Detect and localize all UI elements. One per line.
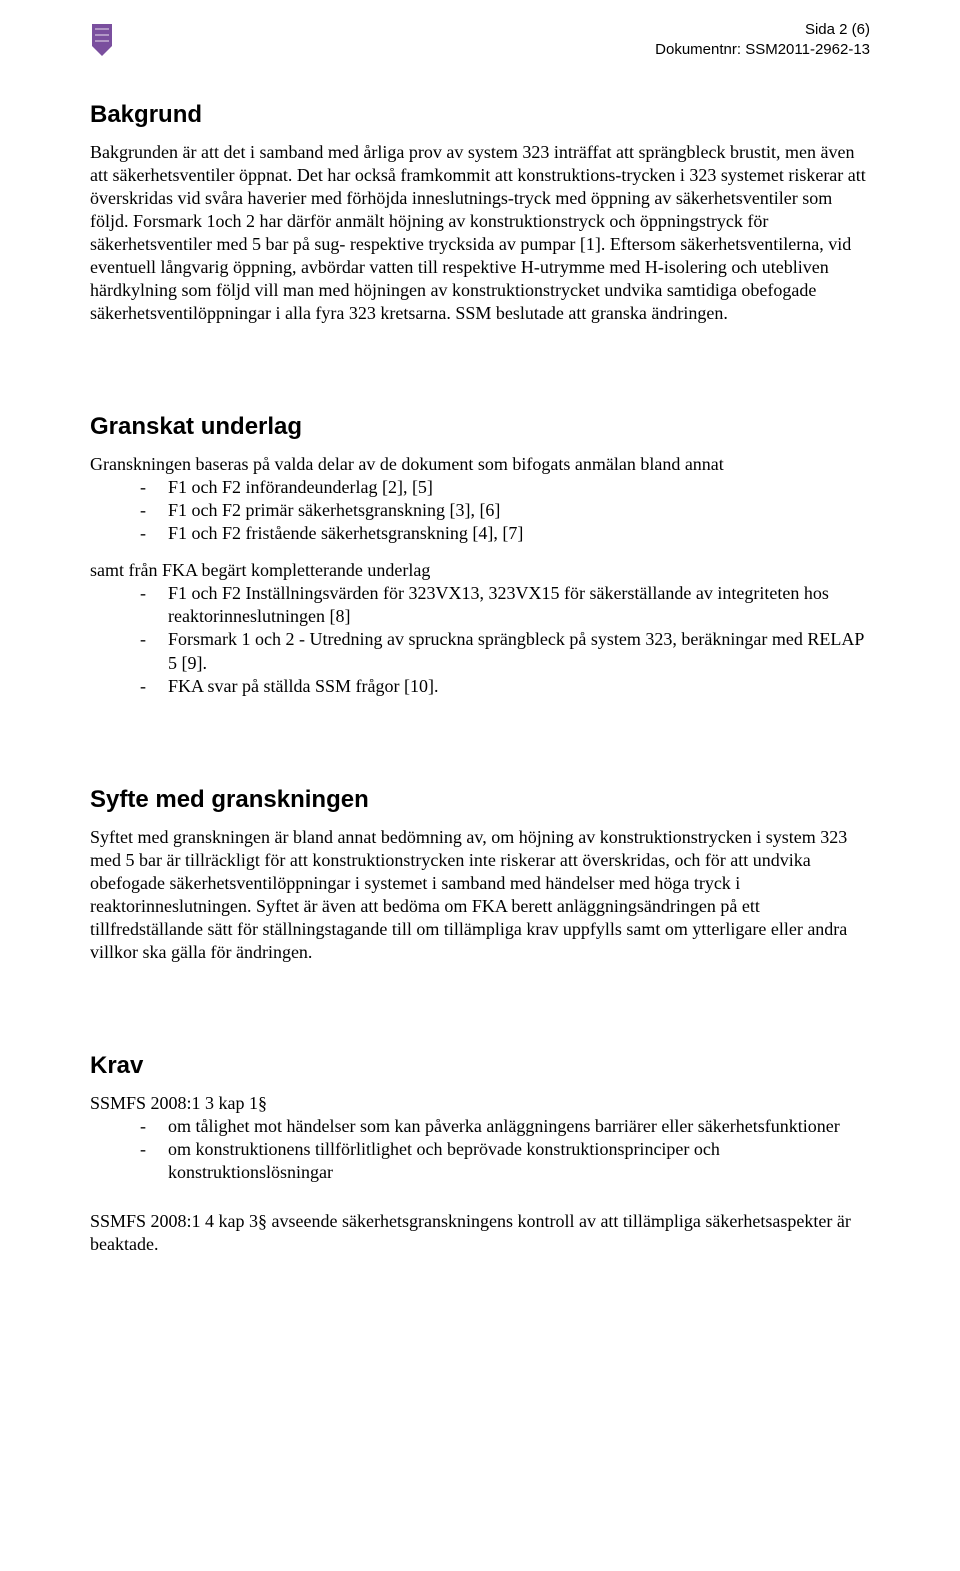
page-header: Sida 2 (6) Dokumentnr: SSM2011-2962-13: [90, 20, 870, 63]
page-number: Sida 2 (6): [655, 20, 870, 40]
heading-bakgrund: Bakgrund: [90, 101, 870, 129]
document-page: Sida 2 (6) Dokumentnr: SSM2011-2962-13 B…: [0, 0, 960, 1571]
list-krav-1: om tålighet mot händelser som kan påverk…: [90, 1115, 870, 1184]
para-bakgrund: Bakgrunden är att det i samband med årli…: [90, 141, 870, 325]
para-krav-lead1: SSMFS 2008:1 3 kap 1§: [90, 1092, 870, 1115]
list-item: F1 och F2 fristående säkerhetsgranskning…: [140, 522, 870, 545]
para-krav-2: SSMFS 2008:1 4 kap 3§ avseende säkerhets…: [90, 1210, 870, 1256]
list-item: F1 och F2 införandeunderlag [2], [5]: [140, 476, 870, 499]
list-granskat-2: F1 och F2 Inställningsvärden för 323VX13…: [90, 582, 870, 697]
list-granskat-1: F1 och F2 införandeunderlag [2], [5] F1 …: [90, 476, 870, 545]
list-item: om konstruktionens tillförlitlighet och …: [140, 1138, 870, 1184]
document-number: Dokumentnr: SSM2011-2962-13: [655, 40, 870, 60]
list-item: F1 och F2 primär säkerhetsgranskning [3]…: [140, 499, 870, 522]
agency-logo-icon: [90, 24, 114, 63]
heading-syfte: Syfte med granskningen: [90, 786, 870, 814]
list-item: F1 och F2 Inställningsvärden för 323VX13…: [140, 582, 870, 628]
header-meta: Sida 2 (6) Dokumentnr: SSM2011-2962-13: [655, 20, 870, 61]
para-syfte: Syftet med granskningen är bland annat b…: [90, 826, 870, 964]
list-item: om tålighet mot händelser som kan påverk…: [140, 1115, 870, 1138]
para-granskat-intro: Granskningen baseras på valda delar av d…: [90, 453, 870, 476]
list-item: FKA svar på ställda SSM frågor [10].: [140, 675, 870, 698]
list-item: Forsmark 1 och 2 - Utredning av spruckna…: [140, 628, 870, 674]
para-granskat-intro2: samt från FKA begärt kompletterande unde…: [90, 559, 870, 582]
heading-granskat-underlag: Granskat underlag: [90, 413, 870, 441]
heading-krav: Krav: [90, 1052, 870, 1080]
